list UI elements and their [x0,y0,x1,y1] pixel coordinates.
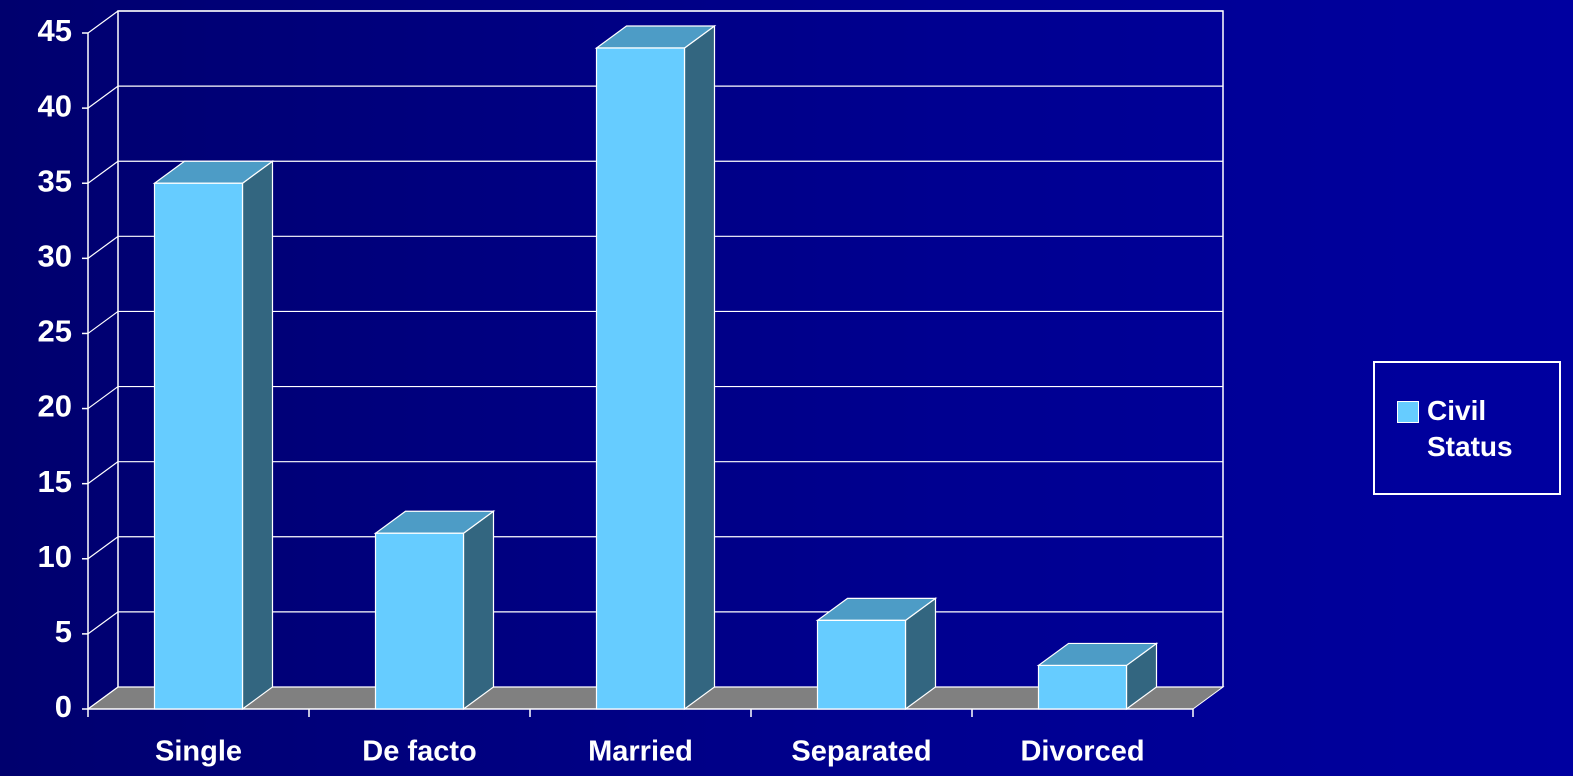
y-tick-label: 45 [38,13,72,48]
grid-line [87,386,119,410]
grid-line [87,536,119,560]
x-tick-label: Single [155,736,242,768]
grid-line [87,85,119,109]
bar-side [241,160,274,711]
grid-line [87,10,119,34]
bar-front [1037,664,1128,710]
grid-line [87,310,119,334]
bar-front [374,532,465,710]
y-tick-label: 25 [38,314,72,349]
bar-front [595,47,686,710]
legend-label: Civil Status [1427,395,1513,462]
y-tick-label: 35 [38,163,72,198]
x-tick-label: Separated [791,736,931,768]
bar [815,597,938,711]
bar [594,24,717,711]
legend-swatch [1397,401,1419,423]
y-tick-label: 30 [38,239,72,274]
bar [1036,642,1159,711]
bar-front [816,619,907,710]
x-tick-label: Divorced [1020,736,1144,768]
bar-side [683,24,716,711]
y-tick-label: 40 [38,88,72,123]
y-tick-label: 15 [38,464,72,499]
x-tick-label: De facto [362,736,476,768]
grid-line [87,235,119,259]
y-tick-label: 0 [55,689,72,724]
y-tick-label: 20 [38,389,72,424]
x-tick-label: Married [588,736,693,768]
legend: Civil Status [1373,361,1561,495]
bar [373,510,496,711]
bar [152,160,275,711]
bar-side [462,510,495,711]
grid-line [87,461,119,485]
grid-line [87,611,119,635]
y-tick-label: 10 [38,539,72,574]
grid-line [87,160,119,184]
grid-line [87,686,119,710]
y-tick-label: 5 [55,614,72,649]
bar-front [153,182,244,710]
